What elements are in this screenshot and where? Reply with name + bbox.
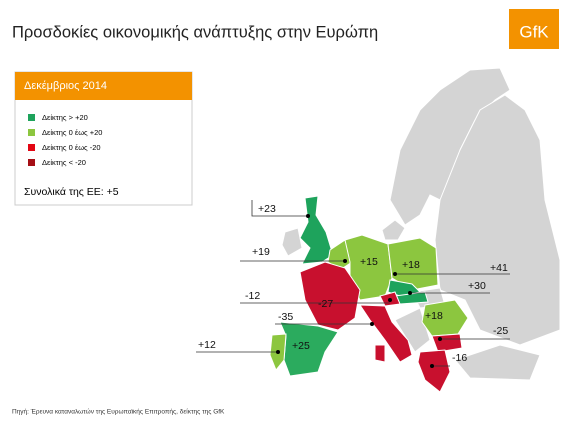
logo: GfK xyxy=(519,22,549,41)
value-label: +15 xyxy=(360,256,378,268)
greece xyxy=(417,349,451,393)
legend-swatch xyxy=(28,129,35,136)
legend-item: Δείκτης < -20 xyxy=(42,158,86,167)
legend-total: Συνολικά της ΕΕ: +5 xyxy=(24,186,119,198)
dot xyxy=(343,259,347,263)
callouts xyxy=(196,200,510,368)
value-label: -12 xyxy=(245,290,260,302)
value-label: -25 xyxy=(493,325,508,337)
legend-item: Δείκτης 0 έως +20 xyxy=(42,128,102,137)
dot xyxy=(276,350,280,354)
dot xyxy=(393,272,397,276)
value-label: +12 xyxy=(198,339,216,351)
value-label: +19 xyxy=(252,246,270,258)
value-label: -16 xyxy=(452,352,467,364)
bulgaria xyxy=(431,333,463,353)
dot xyxy=(408,291,412,295)
poland xyxy=(387,237,439,291)
dot xyxy=(430,364,434,368)
dot xyxy=(388,298,392,302)
value-label: +23 xyxy=(258,203,276,215)
dot xyxy=(306,214,310,218)
value-label: +18 xyxy=(425,310,443,322)
legend-swatch xyxy=(28,114,35,121)
logo-box xyxy=(509,9,559,49)
value-label: -27 xyxy=(318,298,333,310)
legend-swatch xyxy=(28,159,35,166)
value-label: +30 xyxy=(468,280,486,292)
value-label: +25 xyxy=(292,340,310,352)
countries xyxy=(269,195,469,393)
source: Πηγή: Έρευνα καταναλωτών της Ευρωπαϊκής … xyxy=(12,408,225,416)
legend-swatch xyxy=(28,144,35,151)
france xyxy=(299,261,361,331)
value-label: -35 xyxy=(278,311,293,323)
sardinia xyxy=(374,344,386,363)
dot xyxy=(438,337,442,341)
legend-item: Δείκτης > +20 xyxy=(42,113,88,122)
value-label: +41 xyxy=(490,262,508,274)
italy xyxy=(359,304,413,363)
dot xyxy=(370,322,374,326)
value-label: +18 xyxy=(402,259,420,271)
legend-header xyxy=(15,72,192,100)
title: Προσδοκίες οικονομικής ανάπτυξης στην Ευ… xyxy=(12,23,378,41)
legend-item: Δείκτης 0 έως -20 xyxy=(42,143,101,152)
legend-title: Δεκέμβριος 2014 xyxy=(24,80,107,92)
uk xyxy=(299,195,334,265)
